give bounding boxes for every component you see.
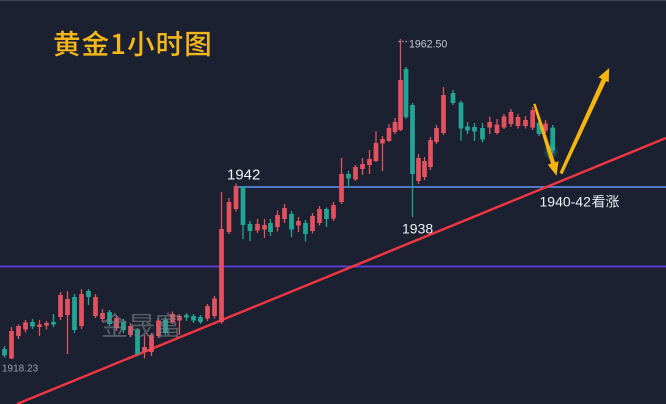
- svg-text:1938: 1938: [402, 221, 433, 237]
- svg-text:1942: 1942: [227, 167, 260, 184]
- svg-text:1962.50: 1962.50: [409, 39, 447, 51]
- svg-text:1940-42: 1940-42: [540, 194, 592, 210]
- svg-text:1918.23: 1918.23: [2, 364, 39, 375]
